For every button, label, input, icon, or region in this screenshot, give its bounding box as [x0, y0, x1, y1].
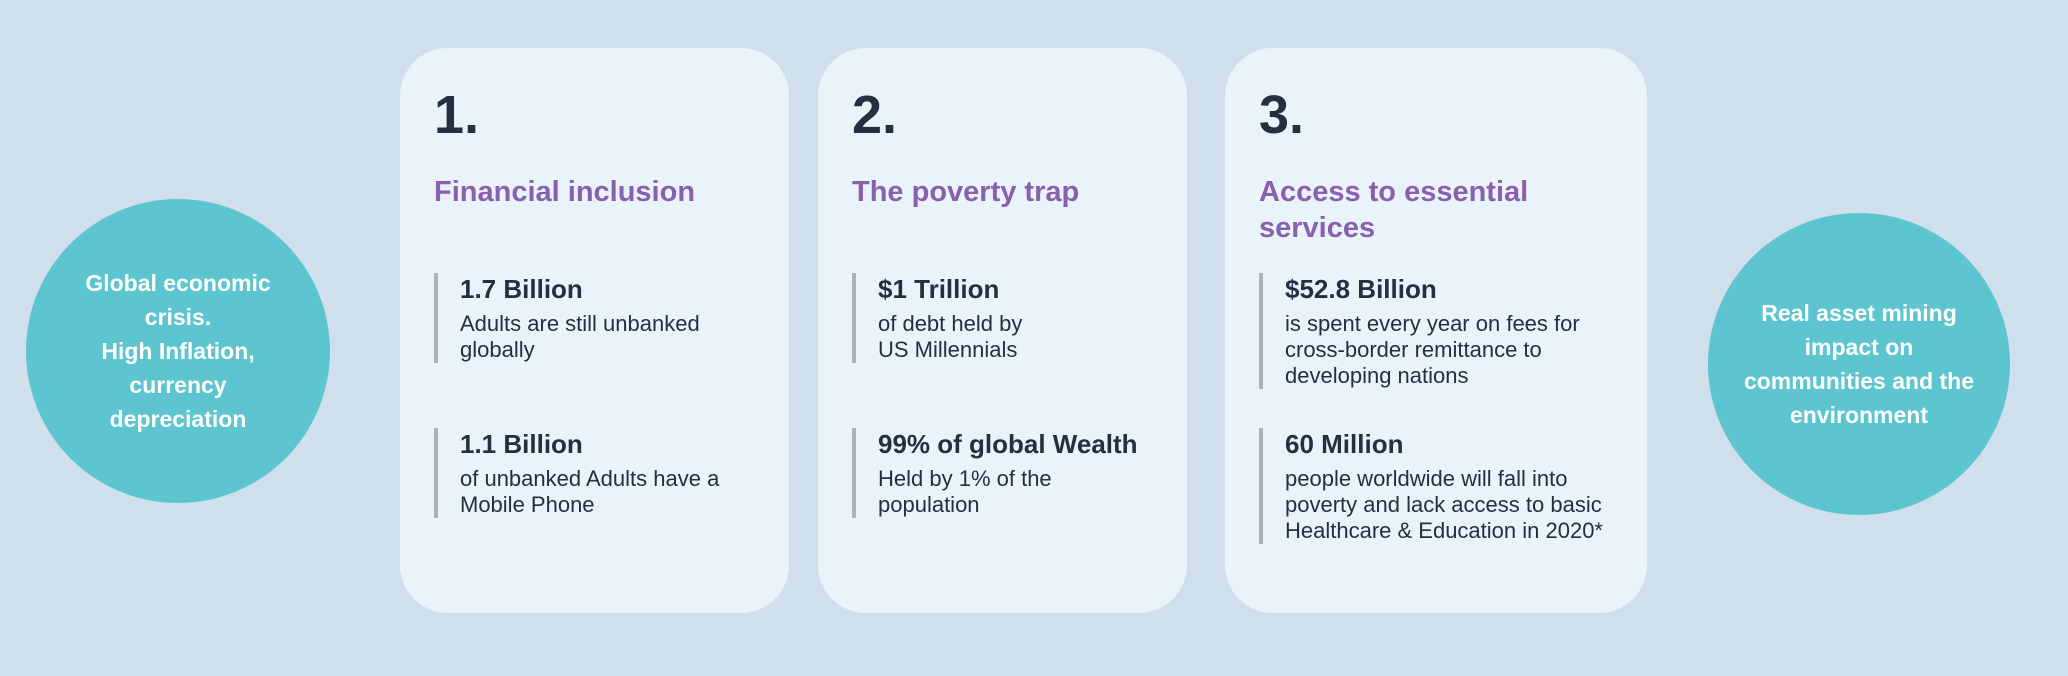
stat-description: of unbanked Adults have a Mobile Phone: [460, 466, 720, 517]
stat-unbanked-mobile-phone: 1.1 Billion of unbanked Adults have a Mo…: [434, 428, 773, 518]
stat-millennial-debt: $1 Trillion of debt held by US Millennia…: [852, 273, 1171, 363]
left-bubble: Global economic crisis. High Inflation, …: [26, 199, 330, 503]
stat-description: Adults are still unbanked globally: [460, 311, 700, 362]
stat-value: 60 Million: [1285, 429, 1404, 459]
card-title-poverty-trap: The poverty trap: [852, 176, 1080, 208]
stat-value: $52.8 Billion: [1285, 274, 1437, 304]
card-poverty-trap: 2. The poverty trap $1 Trillion of debt …: [818, 48, 1187, 613]
stat-global-wealth: 99% of global Wealth Held by 1% of the p…: [852, 428, 1171, 518]
stat-description: of debt held by US Millennials: [878, 311, 1023, 362]
card-financial-inclusion: 1. Financial inclusion 1.7 Billion Adult…: [400, 48, 789, 613]
stat-value: 1.7 Billion: [460, 274, 583, 304]
card-access-essential-services: 3. Access to essential services $52.8 Bi…: [1225, 48, 1647, 613]
right-bubble: Real asset mining impact on communities …: [1708, 213, 2010, 515]
card-number-3: 3.: [1259, 85, 1305, 145]
stat-unbanked-adults: 1.7 Billion Adults are still unbanked gl…: [434, 273, 773, 363]
card-number-2: 2.: [852, 85, 898, 145]
card-number-1: 1.: [434, 85, 480, 145]
stat-description: people worldwide will fall into poverty …: [1285, 466, 1603, 543]
stat-poverty-healthcare: 60 Million people worldwide will fall in…: [1259, 428, 1631, 544]
stat-description: is spent every year on fees for cross-bo…: [1285, 311, 1580, 388]
stat-remittance-fees: $52.8 Billion is spent every year on fee…: [1259, 273, 1631, 389]
stat-value: 99% of global Wealth: [878, 429, 1138, 459]
left-bubble-text: Global economic crisis. High Inflation, …: [85, 270, 271, 432]
stat-description: Held by 1% of the population: [878, 466, 1052, 517]
card-title-access-essential-services: Access to essential services: [1259, 176, 1529, 244]
card-title-financial-inclusion: Financial inclusion: [434, 176, 696, 208]
stat-value: 1.1 Billion: [460, 429, 583, 459]
right-bubble-text: Real asset mining impact on communities …: [1743, 300, 1975, 428]
stat-value: $1 Trillion: [878, 274, 1000, 304]
